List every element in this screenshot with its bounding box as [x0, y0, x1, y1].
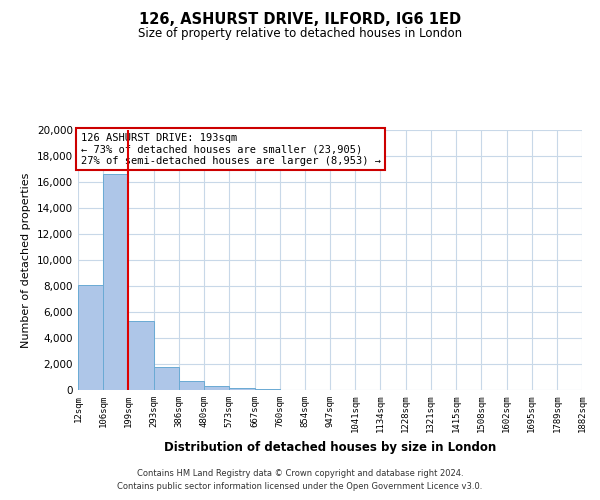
Bar	[204, 386, 229, 390]
Bar	[78, 284, 103, 390]
Bar	[229, 388, 254, 390]
Bar	[254, 388, 280, 390]
Bar	[179, 381, 204, 390]
Text: 126, ASHURST DRIVE, ILFORD, IG6 1ED: 126, ASHURST DRIVE, ILFORD, IG6 1ED	[139, 12, 461, 28]
Text: Contains public sector information licensed under the Open Government Licence v3: Contains public sector information licen…	[118, 482, 482, 491]
Bar	[154, 366, 179, 390]
Bar	[103, 174, 128, 390]
Text: Contains HM Land Registry data © Crown copyright and database right 2024.: Contains HM Land Registry data © Crown c…	[137, 468, 463, 477]
X-axis label: Distribution of detached houses by size in London: Distribution of detached houses by size …	[164, 441, 496, 454]
Y-axis label: Number of detached properties: Number of detached properties	[22, 172, 31, 348]
Text: 126 ASHURST DRIVE: 193sqm
← 73% of detached houses are smaller (23,905)
27% of s: 126 ASHURST DRIVE: 193sqm ← 73% of detac…	[80, 132, 380, 166]
Bar	[128, 321, 154, 390]
Text: Size of property relative to detached houses in London: Size of property relative to detached ho…	[138, 28, 462, 40]
